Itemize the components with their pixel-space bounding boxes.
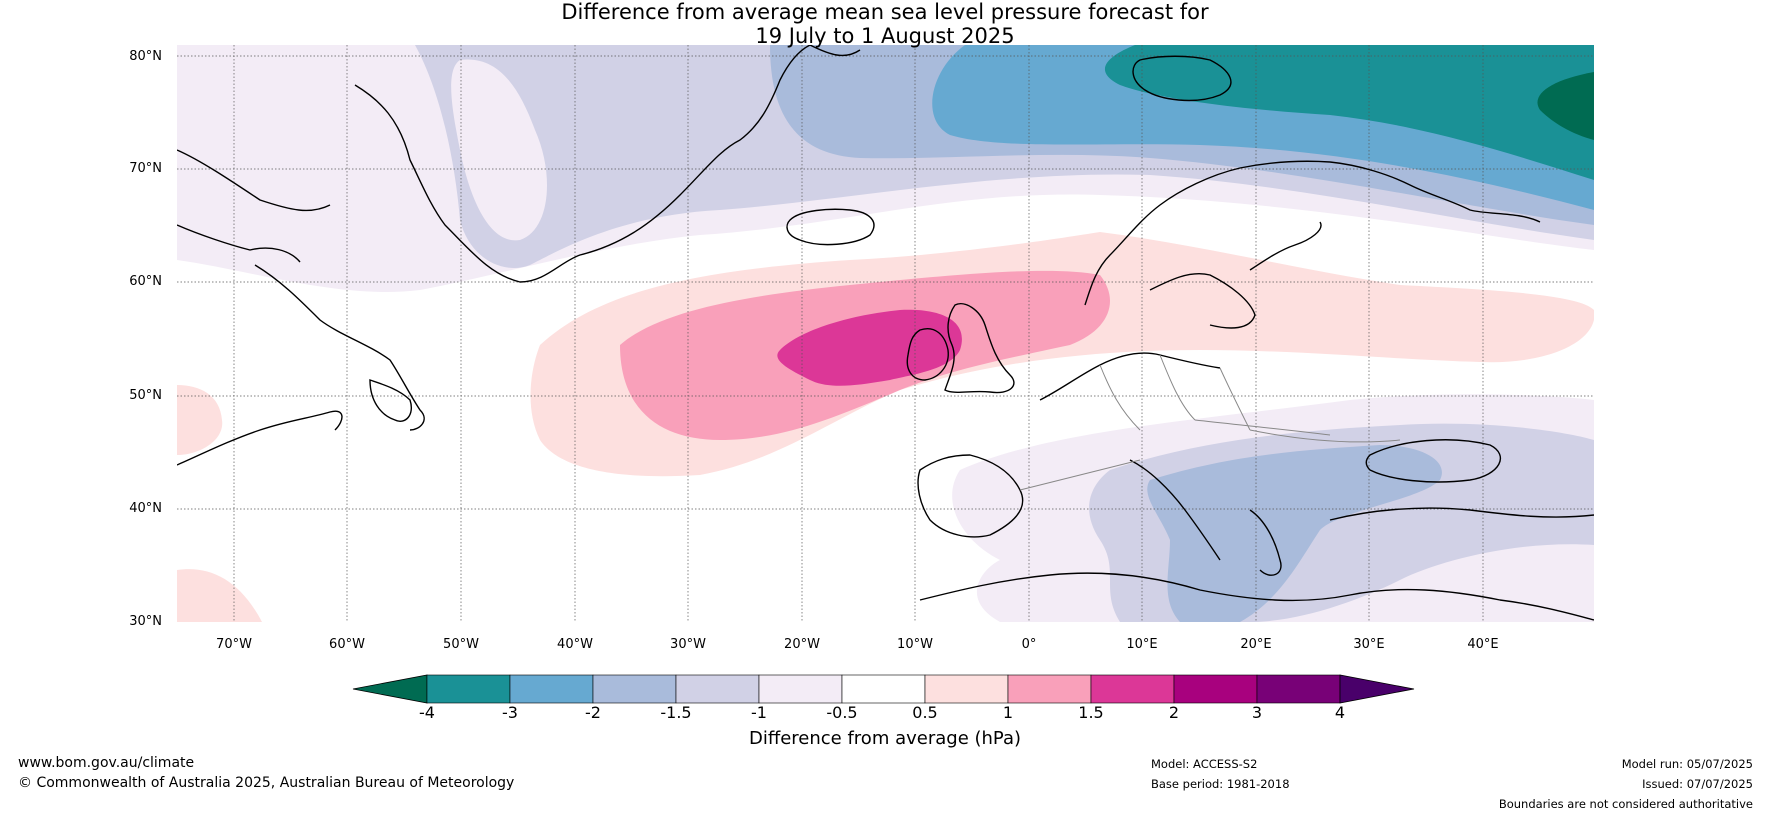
footer-website: www.bom.gov.au/climate [18, 755, 195, 771]
country-borders [1019, 354, 1401, 491]
colorbar-segment [1173, 674, 1258, 704]
anomaly-neg-4-north [1537, 72, 1594, 140]
graticule [177, 45, 1594, 622]
colorbar-tick-label: -1.5 [660, 703, 692, 722]
footer-disclaimer: Boundaries are not considered authoritat… [1498, 797, 1753, 811]
colorbar-tick-label: 1 [1002, 703, 1014, 722]
footer-copyright: © Commonwealth of Australia 2025, Austra… [18, 775, 515, 791]
iceland-coast [786, 208, 875, 246]
colorbar-tick-label: 0.5 [912, 703, 938, 722]
norway-coast [1084, 160, 1331, 306]
colorbar-tick-label: 4 [1334, 703, 1346, 722]
colorbar-segment [758, 674, 843, 704]
lat-label-40: 40°N [129, 501, 162, 516]
baffin-coast [177, 224, 301, 263]
footer-model-run: Model run: 05/07/2025 [1621, 757, 1753, 771]
baltic-coast [1149, 273, 1256, 329]
colorbar-segment [1090, 674, 1175, 704]
greenland-coast [354, 45, 811, 283]
colorbar-extend-high [1339, 674, 1415, 704]
colorbar-segment [1007, 674, 1092, 704]
britain [944, 303, 1015, 394]
black-sea [1365, 439, 1502, 483]
africa-coast [919, 572, 1594, 621]
footer-model: Model: ACCESS-S2 [1151, 757, 1258, 771]
anomaly-neg-1-5-south [1147, 445, 1442, 622]
greece-coast [1249, 509, 1282, 576]
nova-scotia-coast [177, 410, 343, 466]
anomaly-neg-3-north [1104, 45, 1594, 180]
lon-label-30e: 30°E [1353, 637, 1385, 652]
lon-label-40w: 40°W [557, 637, 593, 652]
colorbar-segment [841, 674, 926, 704]
labrador-coast [254, 264, 425, 431]
colorbar-segment [924, 674, 1009, 704]
colorbar-segment [426, 674, 511, 704]
colorbar-label: Difference from average (hPa) [748, 728, 1022, 749]
colorbar-segment [675, 674, 760, 704]
lat-label-80: 80°N [129, 49, 162, 64]
colorbar-tick-label: 3 [1251, 703, 1263, 722]
lon-label-20e: 20°E [1240, 637, 1272, 652]
colorbar-tick-label: -1 [751, 703, 767, 722]
colorbar-tick-label: 2 [1168, 703, 1180, 722]
colorbar [352, 674, 1415, 704]
coastlines [177, 45, 1594, 621]
iberia-coast [917, 454, 1024, 538]
colorbar-tick-label: 1.5 [1078, 703, 1104, 722]
title-line-2: 19 July to 1 August 2025 [755, 24, 1015, 48]
colorbar-extend-low [352, 674, 428, 704]
continental-coast [1039, 352, 1221, 401]
anomaly-neg-0-5-greenland [451, 59, 547, 241]
lon-label-40e: 40°E [1467, 637, 1499, 652]
greenland-east-islands [809, 45, 861, 57]
colorbar-segment [509, 674, 594, 704]
colorbar-segment [1256, 674, 1341, 704]
footer-issued: Issued: 07/07/2025 [1642, 777, 1753, 791]
lon-label-0: 0° [1021, 637, 1037, 652]
lat-label-70: 70°N [129, 161, 162, 176]
lat-label-50: 50°N [129, 388, 162, 403]
gulf-of-bothnia [1249, 221, 1322, 271]
lon-label-20w: 20°W [784, 637, 820, 652]
colorbar-tick-label: -4 [419, 703, 435, 722]
colorbar-tick-label: -3 [502, 703, 518, 722]
lat-label-30: 30°N [129, 614, 162, 629]
lon-label-10e: 10°E [1126, 637, 1158, 652]
lat-label-60: 60°N [129, 274, 162, 289]
newfoundland [369, 379, 412, 422]
colorbar-tick-label: -0.5 [826, 703, 858, 722]
lon-label-60w: 60°W [329, 637, 365, 652]
anomaly-pos-0-5-west [177, 385, 223, 455]
turkey-coast [1329, 507, 1594, 521]
lon-label-50w: 50°W [443, 637, 479, 652]
lon-label-10w: 10°W [897, 637, 933, 652]
anomaly-pos-0-5-southwest [177, 569, 262, 622]
map-title: Difference from average mean sea level p… [0, 0, 1770, 48]
svalbard [1132, 55, 1232, 102]
canada-arctic [177, 149, 331, 212]
footer-base-period: Base period: 1981-2018 [1151, 777, 1290, 791]
ireland [906, 328, 949, 381]
anomaly-pos-1-5 [777, 309, 962, 386]
colorbar-segment [592, 674, 677, 704]
colorbar-tick-label: -2 [585, 703, 601, 722]
lon-label-30w: 30°W [670, 637, 706, 652]
italy-coast [1129, 459, 1221, 561]
title-line-1: Difference from average mean sea level p… [561, 0, 1209, 24]
kola-coast [1329, 161, 1541, 223]
lon-label-70w: 70°W [216, 637, 252, 652]
